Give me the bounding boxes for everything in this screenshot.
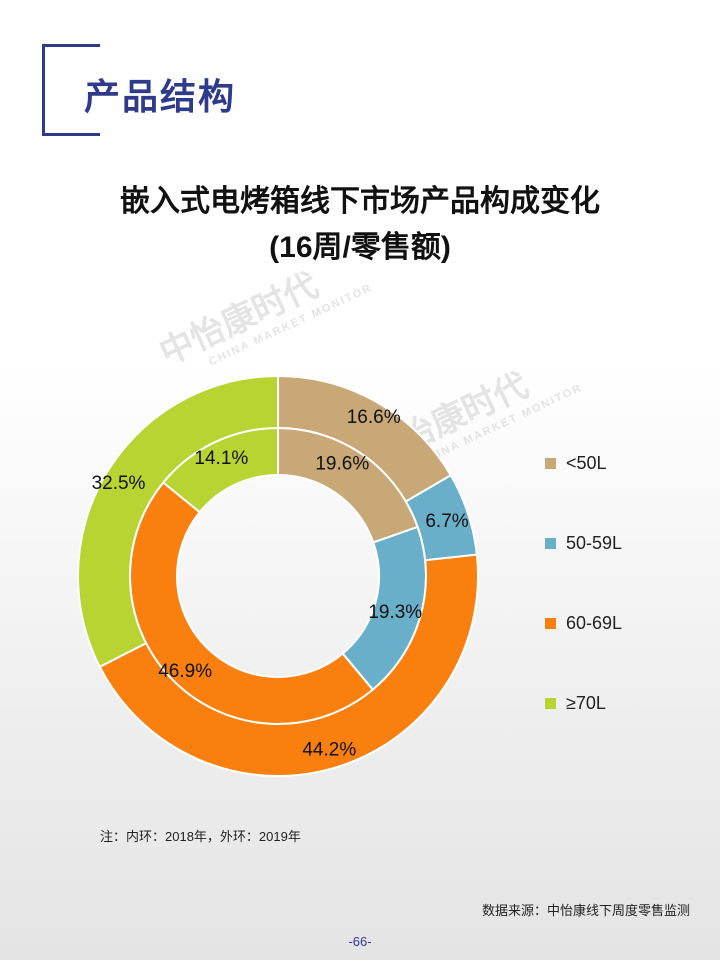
outer-ring-2019: [77, 374, 479, 777]
outer-slice-label-3: 32.5%: [92, 473, 146, 494]
inner-slice-label-1: 19.3%: [368, 602, 422, 623]
outer-slice-label-2: 44.2%: [302, 740, 356, 761]
section-title: 产品结构: [84, 76, 237, 117]
outer-slice-label-0: 16.6%: [347, 407, 401, 428]
page-number: -66-: [348, 934, 372, 949]
legend-swatch: [545, 457, 556, 469]
data-source: 数据来源：中怡康线下周度零售监测: [481, 903, 690, 918]
legend-label: ≥70L: [566, 692, 606, 713]
legend-swatch: [545, 697, 556, 709]
legend-item: <50L: [545, 450, 607, 476]
outer-slice-label-1: 6.7%: [425, 511, 468, 532]
inner-slice-label-2: 46.9%: [158, 661, 212, 682]
inner-slice-label-0: 19.6%: [315, 453, 369, 474]
section-bracket: [42, 44, 100, 136]
legend-swatch: [545, 617, 556, 629]
legend-item: ≥70L: [545, 690, 606, 716]
chart-note: 注：内环：2018年，外环：2019年: [100, 829, 301, 844]
legend-swatch: [545, 537, 556, 549]
legend-item: 50-59L: [545, 530, 622, 556]
legend-label: 50-59L: [566, 532, 623, 553]
chart-subtitle: (16周/零售额): [269, 231, 451, 264]
outer-slice-2: [98, 553, 479, 777]
outer-slice-3: [77, 374, 279, 669]
chart-title: 嵌入式电烤箱线下市场产品构成变化: [120, 185, 600, 218]
legend-item: 60-69L: [545, 610, 622, 636]
data-labels: 19.6% 19.3% 46.9% 14.1% 16.6% 6.7% 44.2% 32.5%: [92, 407, 469, 761]
legend-label: 60-69L: [566, 612, 623, 633]
inner-slice-label-3: 14.1%: [194, 448, 248, 469]
legend-label: <50L: [566, 452, 607, 473]
